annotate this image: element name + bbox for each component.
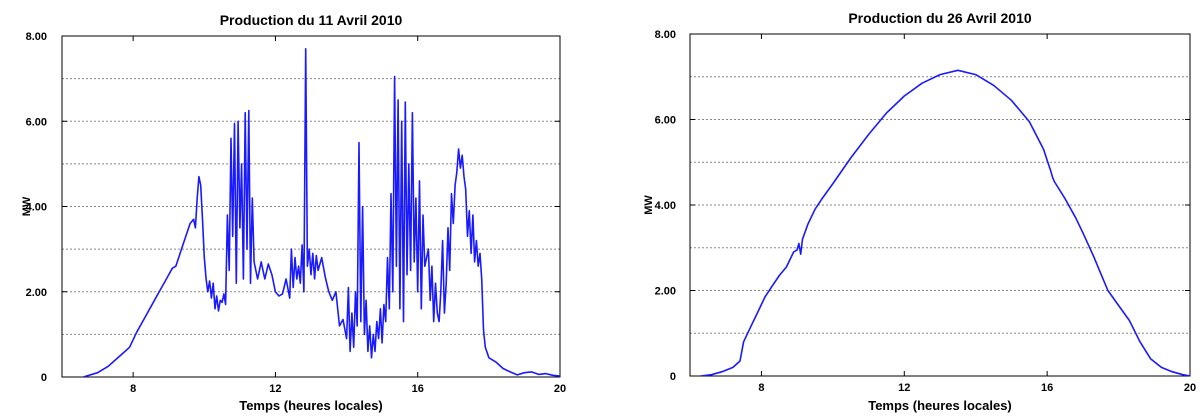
chart-1: 0 2.00 4.00 6.00 8.00 8 12 16 20 Production du 11… xyxy=(21,12,566,413)
chart-title: Production du 26 Avril 2010 xyxy=(848,10,1032,26)
x-tick-label: 20 xyxy=(554,383,566,395)
chart-panel-1: 0 2.00 4.00 6.00 8.00 8 12 16 20 Production du 11… xyxy=(0,0,590,415)
x-tick-label: 12 xyxy=(898,382,910,394)
y-tick-label: 0 xyxy=(41,372,47,384)
y-tick-label: 8.00 xyxy=(655,29,676,41)
x-axis-label: Temps (heures locales) xyxy=(868,398,1012,413)
y-tick-label: 4.00 xyxy=(26,202,47,214)
x-tick-label: 20 xyxy=(1184,382,1196,394)
x-tick-label: 8 xyxy=(758,382,764,394)
y-tick-label: 6.00 xyxy=(655,115,676,127)
y-tick-label: 6.00 xyxy=(26,116,47,128)
y-tick-label: 0 xyxy=(670,371,676,383)
y-tick-label: 4.00 xyxy=(655,200,676,212)
series-line xyxy=(83,48,560,377)
chart-2: 0 2.00 4.00 6.00 8.00 8 12 16 20 Production du 26… xyxy=(643,10,1196,413)
chart-title: Production du 11 Avril 2010 xyxy=(220,12,403,28)
y-tick-label: 2.00 xyxy=(655,286,676,298)
x-tick-label: 16 xyxy=(412,383,424,395)
x-tick-label: 8 xyxy=(130,383,136,395)
y-axis-label: MW xyxy=(21,196,33,216)
y-tick-label: 8.00 xyxy=(26,31,47,43)
chart-panel-2: 0 2.00 4.00 6.00 8.00 8 12 16 20 Production du 26… xyxy=(610,0,1200,415)
x-tick-label: 16 xyxy=(1041,382,1053,394)
series-line xyxy=(700,69,1190,376)
x-tick-label: 12 xyxy=(269,383,281,395)
y-tick-label: 2.00 xyxy=(26,287,47,299)
y-axis-label: MW xyxy=(643,195,655,215)
x-axis-label: Temps (heures locales) xyxy=(239,398,383,413)
